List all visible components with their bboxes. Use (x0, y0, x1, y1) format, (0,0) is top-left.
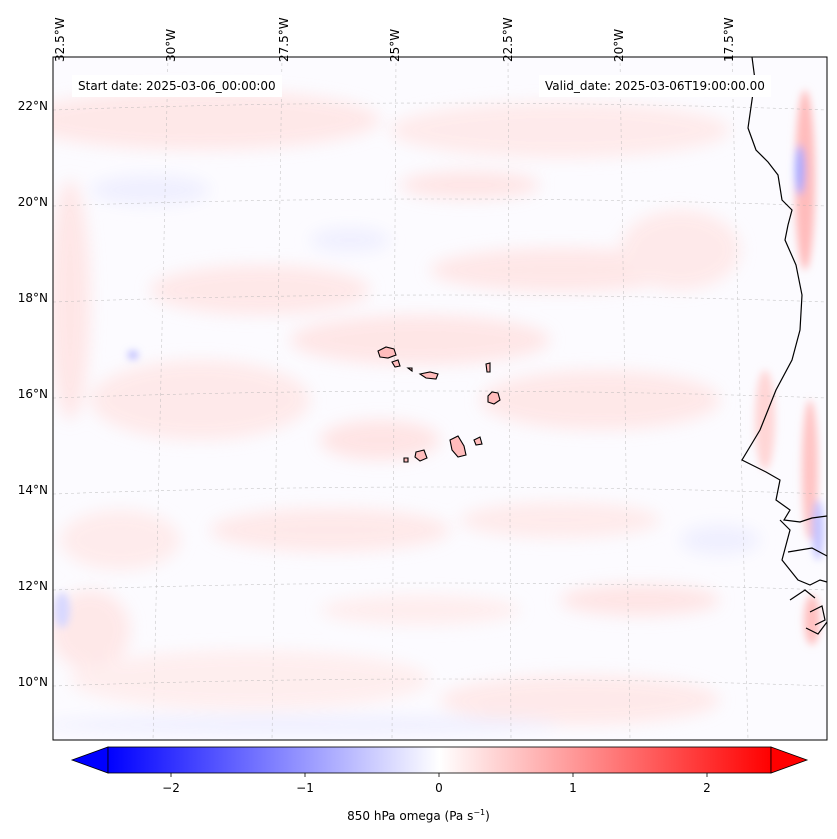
colorbar-tick-label: −1 (296, 781, 314, 795)
cape-verde-islands (377, 346, 501, 463)
lon-label-30w: 30°W (164, 28, 178, 62)
colorbar-tick-label: −2 (162, 781, 180, 795)
colorbar-tick-label: 1 (569, 781, 577, 795)
colorbar-tick-label: 2 (703, 781, 711, 795)
valid-date-label: Valid_date: 2025-03-06T19:00:00.00 (539, 75, 771, 97)
coastline (741, 57, 827, 635)
lon-label-32-5w: 32.5°W (53, 17, 67, 62)
lat-label-18n: 18°N (17, 291, 48, 305)
lat-label-14n: 14°N (17, 483, 48, 497)
lon-label-20w: 20°W (612, 28, 626, 62)
lat-label-12n: 12°N (17, 579, 48, 593)
colorbar-title: 850 hPa omega (Pa s−1) (347, 808, 490, 823)
colorbar-tick-label: 0 (435, 781, 443, 795)
lon-label-27-5w: 27.5°W (277, 17, 291, 62)
lon-label-22-5w: 22.5°W (501, 17, 515, 62)
graticule (53, 57, 827, 740)
lon-label-17-5w: 17.5°W (722, 17, 736, 62)
map-frame (52, 56, 828, 741)
lat-label-22n: 22°N (17, 99, 48, 113)
colorbar (70, 746, 809, 777)
lon-label-25w: 25°W (388, 28, 402, 62)
lat-label-20n: 20°N (17, 195, 48, 209)
omega-field (53, 57, 827, 740)
lat-label-16n: 16°N (17, 387, 48, 401)
start-date-label: Start date: 2025-03-06_00:00:00 (72, 75, 282, 97)
lat-label-10n: 10°N (17, 675, 48, 689)
